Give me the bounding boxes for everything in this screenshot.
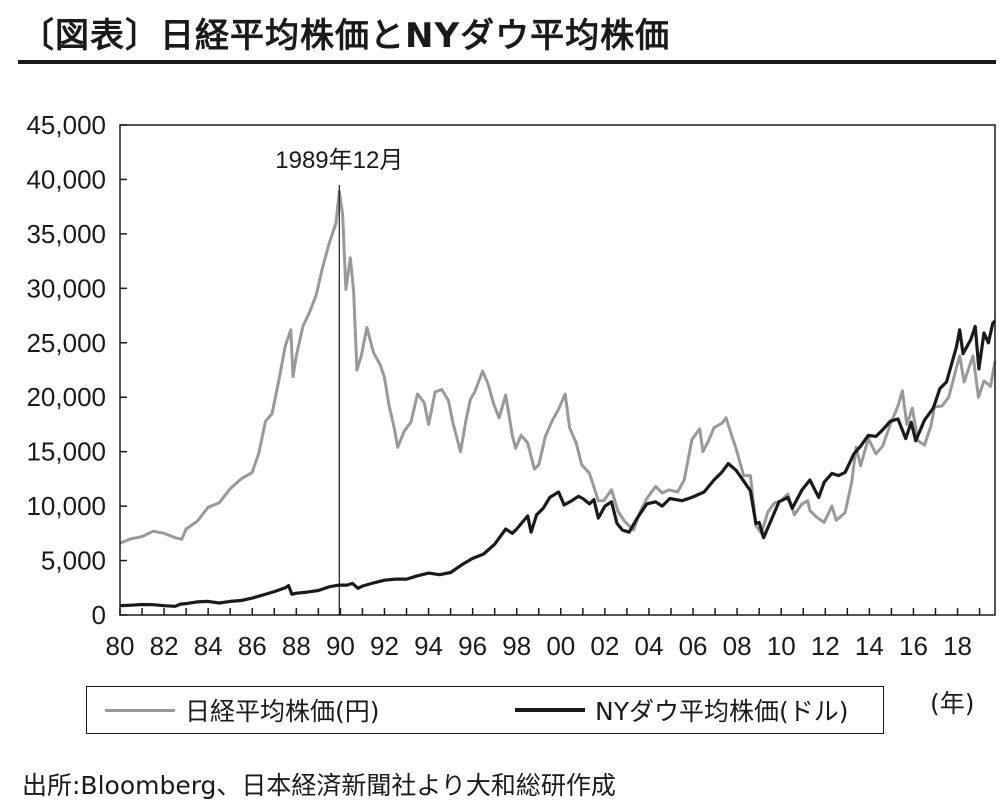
annotation-label: 1989年12月: [275, 147, 403, 174]
legend-swatch-nikkei: [105, 708, 175, 712]
series-layer: [119, 189, 997, 608]
x-tick-label: 90: [326, 631, 355, 661]
x-tick-label: 94: [414, 631, 443, 661]
y-tick-label: 45,000: [26, 110, 106, 140]
legend-swatch-dow: [515, 708, 585, 712]
y-tick-label: 35,000: [26, 219, 106, 249]
y-tick-label: 0: [92, 600, 106, 630]
y-tick-label: 20,000: [26, 382, 106, 412]
annotation-layer: 1989年12月: [275, 147, 403, 615]
x-tick-label: 96: [458, 631, 487, 661]
chart-title: 〔図表〕日経平均株価とNYダウ平均株価: [20, 16, 671, 56]
legend-label-nikkei: 日経平均株価(円): [185, 697, 380, 726]
x-tick-label: 02: [590, 631, 619, 661]
x-tick-label: 86: [238, 631, 267, 661]
source-note: 出所:Bloomberg、日本経済新聞社より大和総研作成: [22, 771, 616, 800]
legend-item-dow: NYダウ平均株価(ドル): [515, 687, 848, 733]
nikkei-line: [119, 189, 997, 545]
y-tick-label: 15,000: [26, 437, 106, 467]
x-tick-label: 80: [106, 631, 135, 661]
y-tick-label: 40,000: [26, 164, 106, 194]
x-tick-label: 04: [635, 631, 664, 661]
y-tick-label: 10,000: [26, 491, 106, 521]
x-tick-label: 08: [723, 631, 752, 661]
x-tick-label: 00: [546, 631, 575, 661]
legend-label-dow: NYダウ平均株価(ドル): [595, 697, 849, 726]
y-axis-ticks: 0 5,000 10,000 15,000 20,000 25,000 30,000 35,0…: [26, 110, 127, 630]
dow-line: [119, 319, 997, 608]
x-tick-label: 92: [370, 631, 399, 661]
x-tick-label: 88: [282, 631, 311, 661]
title-underline: [18, 60, 996, 64]
y-tick-label: 25,000: [26, 328, 106, 358]
legend: 日経平均株価(円) NYダウ平均株価(ドル): [86, 686, 884, 734]
x-tick-label: 84: [194, 631, 223, 661]
plot-area-frame: [119, 124, 996, 616]
line-chart: 0 5,000 10,000 15,000 20,000 25,000 30,000 35,0…: [26, 110, 997, 661]
x-tick-label: 98: [502, 631, 531, 661]
x-axis-unit-label: (年): [930, 689, 975, 718]
y-tick-label: 5,000: [41, 546, 106, 576]
legend-item-nikkei: 日経平均株価(円): [105, 687, 380, 733]
x-axis-ticks: 80 82 84 86 88 90 92 94 96 98 00 02 04 06 08 10 12 14 16 18: [106, 608, 981, 661]
x-tick-label: 18: [943, 631, 972, 661]
x-tick-label: 06: [679, 631, 708, 661]
x-tick-label: 16: [899, 631, 928, 661]
x-tick-label: 82: [150, 631, 179, 661]
x-tick-label: 14: [855, 631, 884, 661]
x-tick-label: 10: [767, 631, 796, 661]
y-tick-label: 30,000: [26, 273, 106, 303]
x-tick-label: 12: [811, 631, 840, 661]
